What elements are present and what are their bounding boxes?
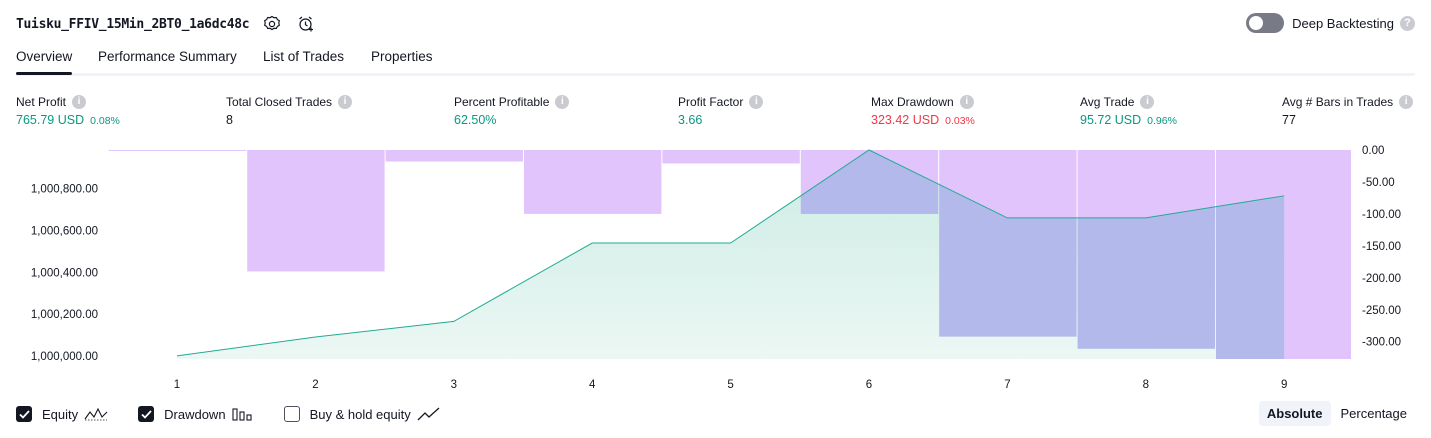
metric-percent: 0.96% (1147, 115, 1177, 127)
metric-avg-trade: Avg Trade i 95.72 USD 0.96% (1080, 94, 1177, 127)
drawdown-checkbox[interactable] (138, 406, 155, 422)
strategy-name: Tuisku_FFIV_15Min_2BT0_1a6dc48c (16, 16, 250, 32)
tab-list-of-trades[interactable]: List of Trades (263, 49, 345, 64)
header: Tuisku_FFIV_15Min_2BT0_1a6dc48c (16, 12, 317, 36)
x-tick-label: 3 (451, 379, 457, 391)
right-tick-label: -300.00 (1362, 337, 1401, 349)
drawdown-bar (662, 150, 800, 164)
deep-backtesting-label: Deep Backtesting (1292, 15, 1394, 31)
x-tick-label: 1 (174, 379, 180, 391)
settings-icon[interactable] (261, 13, 283, 35)
metric-label: Total Closed Trades (226, 94, 333, 109)
metric-percent: 0.03% (945, 115, 975, 127)
left-tick-label: 1,000,800.00 (31, 184, 98, 196)
tab-performance-summary[interactable]: Performance Summary (98, 49, 237, 64)
legend-buy-hold-label: Buy & hold equity (309, 406, 411, 422)
info-icon[interactable]: i (959, 94, 974, 109)
x-tick-label: 7 (1004, 379, 1010, 391)
x-tick-label: 5 (727, 379, 733, 391)
info-icon[interactable]: i (1399, 94, 1414, 109)
equity-line-icon (84, 407, 108, 421)
x-tick-label: 9 (1281, 379, 1287, 391)
tab-bar: Overview Performance Summary List of Tra… (16, 46, 1415, 76)
x-tick-label: 4 (589, 379, 596, 391)
left-tick-label: 1,000,000.00 (31, 351, 98, 363)
equity-line (176, 149, 1285, 357)
info-icon[interactable]: i (1140, 94, 1155, 109)
metric-value: 765.79 USD (16, 113, 85, 127)
chart-legend: Equity Drawdown Buy & hold equity (16, 403, 471, 425)
info-icon[interactable]: i (749, 94, 764, 109)
metric-label: Avg Trade (1080, 94, 1135, 109)
buy-hold-line-icon (417, 407, 441, 421)
legend-drawdown-label: Drawdown (164, 406, 226, 422)
metric-label: Percent Profitable (454, 94, 550, 109)
deep-backtesting-toggle[interactable] (1246, 13, 1285, 33)
right-tick-label: -150.00 (1362, 241, 1401, 253)
drawdown-bars-icon (232, 407, 254, 421)
metric-label: Profit Factor (678, 94, 744, 109)
left-tick-label: 1,000,400.00 (31, 267, 98, 279)
absolute-button[interactable]: Absolute (1258, 401, 1331, 426)
deep-backtesting: Deep Backtesting ? (1246, 13, 1415, 33)
left-tick-label: 1,000,600.00 (31, 225, 98, 237)
metric-value: 77 (1282, 113, 1296, 127)
metric-net-profit: Net Profit i 765.79 USD 0.08% (16, 94, 120, 127)
alarm-add-icon[interactable] (295, 13, 317, 35)
drawdown-bar (524, 150, 662, 214)
metric-value: 95.72 USD (1080, 113, 1142, 127)
metric-value: 8 (226, 113, 233, 127)
right-tick-label: -50.00 (1362, 177, 1395, 189)
metric-avg-bars: Avg # Bars in Trades i 77 (1282, 94, 1414, 127)
x-tick-label: 8 (1143, 379, 1149, 391)
value-mode-switch: Absolute Percentage (1257, 401, 1415, 426)
tab-divider (16, 73, 1415, 76)
drawdown-bar (108, 150, 247, 151)
buy-hold-checkbox[interactable] (283, 406, 300, 422)
metric-label: Max Drawdown (871, 94, 954, 109)
x-tick-label: 2 (312, 379, 318, 391)
left-tick-label: 1,000,200.00 (31, 309, 98, 321)
info-icon[interactable]: i (555, 94, 570, 109)
metric-value: 62.50% (454, 113, 497, 127)
right-tick-label: -250.00 (1362, 305, 1401, 317)
right-tick-label: -100.00 (1362, 209, 1401, 221)
help-icon[interactable]: ? (1400, 15, 1415, 31)
drawdown-bar (385, 150, 523, 162)
metric-percent-profitable: Percent Profitable i 62.50% (454, 94, 570, 127)
metric-label: Net Profit (16, 94, 67, 109)
legend-equity-label: Equity (42, 406, 79, 422)
info-icon[interactable]: i (72, 94, 87, 109)
metric-profit-factor: Profit Factor i 3.66 (678, 94, 764, 127)
metric-value: 3.66 (678, 113, 703, 127)
right-tick-label: 0.00 (1362, 145, 1384, 157)
metric-max-drawdown: Max Drawdown i 323.42 USD 0.03% (871, 94, 975, 127)
metric-label: Avg # Bars in Trades (1282, 94, 1394, 109)
legend-equity[interactable]: Equity (16, 406, 108, 422)
right-tick-label: -200.00 (1362, 273, 1401, 285)
legend-buy-hold[interactable]: Buy & hold equity (283, 406, 441, 422)
metric-percent: 0.08% (90, 115, 120, 127)
legend-drawdown[interactable]: Drawdown (138, 406, 253, 422)
info-icon[interactable]: i (338, 94, 353, 109)
equity-drawdown-chart[interactable]: 1,000,000.00 1,000,200.00 1,000,400.00 1,00… (0, 138, 1431, 396)
tab-properties[interactable]: Properties (371, 49, 433, 64)
metric-total-closed-trades: Total Closed Trades i 8 (226, 94, 353, 127)
metric-value: 323.42 USD (871, 113, 940, 127)
equity-checkbox[interactable] (16, 406, 32, 422)
x-tick-label: 6 (866, 379, 872, 391)
percentage-button[interactable]: Percentage (1340, 406, 1408, 421)
tab-overview[interactable]: Overview (16, 49, 73, 75)
drawdown-bar (247, 150, 385, 272)
